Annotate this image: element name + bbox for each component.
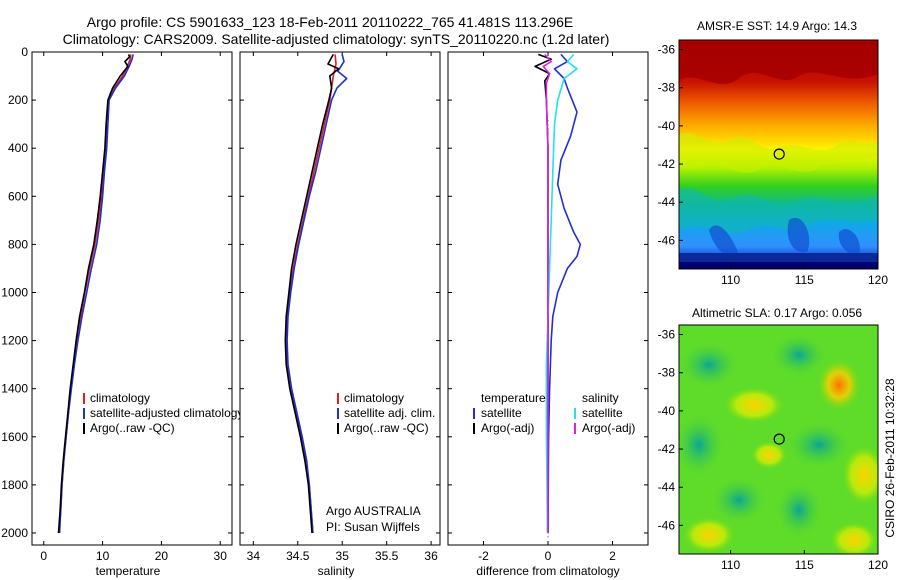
sst-map-axes: 110 115 120 -36 -38 -40 -42 -44 -46 (658, 43, 889, 287)
temperature-panel: 0 200 400 600 800 1000 1200 1400 1600 1800 2000 0 1… (1, 45, 243, 578)
x-tick-label: -2 (478, 549, 489, 563)
legend-label: Argo(-adj) (582, 421, 635, 435)
difference-x-axis: -2 0 2 (478, 52, 616, 563)
series-line-argo-raw-qc- (284, 54, 340, 534)
series-line-satellite-adj-clim- (286, 54, 348, 534)
salinity-axes-box (239, 51, 441, 546)
x-tick-label: 35.5 (375, 549, 399, 563)
y-tick-label: 1800 (1, 478, 28, 492)
sla-map-frame (678, 324, 879, 555)
map-y-tick-label: -38 (658, 366, 676, 380)
series-line-temperature-satellite (547, 53, 582, 534)
x-tick-label: 2 (609, 549, 616, 563)
x-tick-label: 36 (424, 549, 438, 563)
map-y-tick-label: -38 (658, 81, 676, 95)
x-tick-label: 10 (96, 549, 110, 563)
legend-label: Argo(..raw -QC) (344, 421, 429, 435)
legend-label: Argo(..raw -QC) (90, 421, 175, 435)
legend-label: satellite (481, 406, 522, 420)
difference-panel: -2 0 2 temperature salinitysatelliteArgo(-a… (447, 51, 649, 578)
legend-label: climatology (344, 391, 404, 405)
series-line-salinity-argo-adj- (542, 53, 552, 533)
sst-argo-location-marker (773, 148, 785, 160)
sst-heatmap (679, 40, 878, 269)
legend-label: satellite (582, 406, 623, 420)
map-y-tick-label: -36 (658, 43, 676, 57)
x-tick-label: 0 (40, 549, 47, 563)
sla-heatmap (679, 325, 878, 554)
map-y-tick-label: -44 (658, 195, 676, 209)
map-x-tick-label: 110 (721, 558, 740, 572)
sla-map-title: Altimetric SLA: 0.17 Argo: 0.056 (692, 306, 862, 320)
legend-title-salinity: salinity (582, 391, 619, 405)
temperature-axes-box (31, 51, 233, 546)
y-tick-label: 1200 (1, 334, 28, 348)
difference-legend: temperature salinitysatelliteArgo(-adj)sa… (473, 391, 635, 435)
y-tick-label: 200 (8, 93, 28, 107)
figure-title-line2: Climatology: CARS2009. Satellite-adjuste… (63, 31, 610, 47)
map-x-tick-label: 110 (721, 273, 740, 287)
y-tick-label: 1400 (1, 382, 28, 396)
sla-map-panel: Altimetric SLA: 0.17 Argo: 0.056 110 115 1… (658, 306, 889, 572)
legend-title-temperature: temperature (481, 391, 546, 405)
salinity-y-ticks (240, 51, 440, 534)
x-tick-label: 30 (214, 549, 228, 563)
csiro-timestamp: CSIRO 26-Feb-2011 10:32:28 (883, 378, 897, 538)
y-tick-label: 0 (21, 45, 28, 59)
map-y-tick-label: -46 (658, 233, 676, 247)
figure-title-line1: Argo profile: CS 5901633_123 18-Feb-2011… (87, 14, 574, 30)
legend-label: Argo(-adj) (481, 421, 534, 435)
map-x-tick-label: 115 (795, 558, 814, 572)
map-x-tick-label: 115 (795, 273, 814, 287)
legend-label: satellite-adjusted climatology (90, 406, 243, 420)
x-tick-label: 20 (155, 549, 169, 563)
sla-argo-location-marker (773, 433, 785, 445)
salinity-annotation-line1: Argo AUSTRALIA (326, 504, 421, 518)
x-tick-label: 0 (545, 549, 552, 563)
legend-label: satellite adj. clim. (344, 406, 435, 420)
y-tick-label: 1600 (1, 430, 28, 444)
salinity-series (284, 54, 348, 534)
series-line-salinity-satellite (545, 53, 578, 534)
salinity-x-axis: 34 34.5 35 35.5 36 (247, 52, 438, 563)
legend-label: climatology (90, 391, 150, 405)
difference-y-ticks (448, 51, 648, 534)
map-y-tick-label: -36 (658, 328, 676, 342)
y-tick-label: 400 (8, 141, 28, 155)
x-tick-label: 34.5 (286, 549, 310, 563)
map-x-tick-label: 120 (868, 273, 888, 287)
series-line-climatology (285, 54, 337, 534)
map-y-tick-label: -44 (658, 480, 676, 494)
y-tick-label: 1000 (1, 285, 28, 299)
series-line-argo-raw-qc- (57, 54, 131, 534)
sst-map-panel: AMSR-E SST: 14.9 Argo: 14.3 110 115 120 -36… (658, 19, 889, 287)
sla-map-axes: 110 115 120 -36 -38 -40 -42 -44 -46 (658, 328, 889, 572)
y-tick-label: 2000 (1, 526, 28, 540)
map-y-tick-label: -42 (658, 442, 676, 456)
map-y-tick-label: -40 (658, 119, 676, 133)
temperature-series (57, 54, 134, 534)
difference-series (534, 53, 582, 534)
map-y-tick-label: -42 (658, 157, 676, 171)
sst-map-frame (678, 39, 879, 270)
y-tick-label: 800 (8, 237, 28, 251)
y-tick-label: 600 (8, 189, 28, 203)
sst-map-title: AMSR-E SST: 14.9 Argo: 14.3 (697, 19, 857, 33)
map-x-tick-label: 120 (868, 558, 888, 572)
temperature-xlabel: temperature (96, 564, 161, 578)
x-tick-label: 35 (336, 549, 350, 563)
temperature-x-axis: 0 10 20 30 (40, 52, 227, 563)
salinity-annotation-line2: PI: Susan Wijffels (326, 520, 420, 534)
map-y-tick-label: -40 (658, 404, 676, 418)
temperature-y-axis: 0 200 400 600 800 1000 1200 1400 1600 1800 2000 (1, 45, 232, 540)
map-y-tick-label: -46 (658, 518, 676, 532)
x-tick-label: 34 (247, 549, 261, 563)
salinity-xlabel: salinity (318, 564, 355, 578)
difference-xlabel: difference from climatology (476, 564, 619, 578)
